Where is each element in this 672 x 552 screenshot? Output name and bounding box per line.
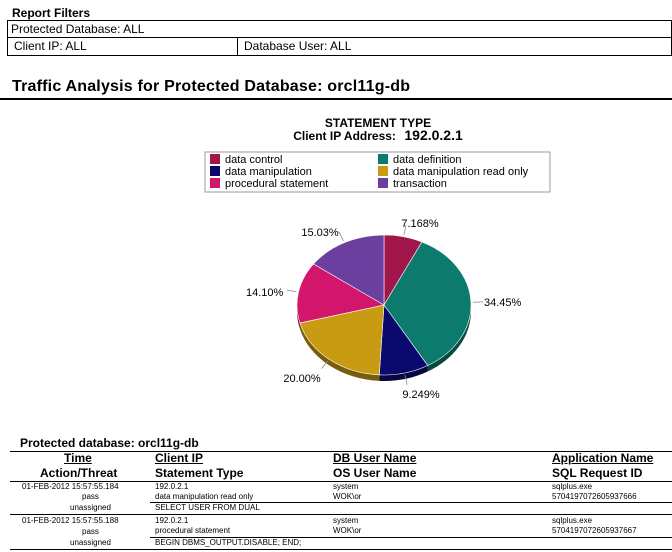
- legend-swatch-data-manipulation-read-only: [378, 166, 388, 176]
- chart-subtitle: Client IP Address: 192.0.2.1: [293, 127, 463, 144]
- header-sql-request-id: SQL Request ID: [552, 466, 643, 480]
- pie-slice-procedural-statement: [296, 263, 385, 324]
- pie-labels: 7.168% 34.45% 9.249% 20.00% 14.10% 15.03%: [246, 218, 522, 401]
- pie-label-procedural-statement: 14.10%: [246, 287, 284, 299]
- pie-rim-data-definition: [427, 305, 471, 372]
- legend-swatch-data-control: [210, 154, 220, 164]
- header-bottom-rule: [10, 481, 672, 482]
- pie-leader-transaction: [338, 231, 344, 242]
- pie-label-data-control: 7.168%: [401, 218, 439, 230]
- chart-subtitle-value: 192.0.2.1: [404, 127, 463, 143]
- row2-statement-type: procedural statement: [155, 526, 231, 535]
- pie-label-data-definition: 34.45%: [484, 297, 522, 309]
- report-filters-title: Report Filters: [12, 6, 91, 20]
- header-statement-type: Statement Type: [155, 466, 244, 480]
- filter-database-user: Database User: ALL: [237, 37, 672, 56]
- pie-label-data-manipulation: 9.249%: [402, 389, 440, 401]
- row2-bottom-rule: [10, 549, 672, 550]
- table-top-rule: [10, 451, 672, 452]
- row1-sql-rule: [150, 502, 672, 503]
- row2-sql: BEGIN DBMS_OUTPUT.DISABLE; END;: [155, 538, 302, 547]
- statement-type-pie-chart: STATEMENT TYPE Client IP Address: 192.0.…: [204, 116, 551, 401]
- chart-subtitle-label: Client IP Address:: [293, 129, 396, 143]
- header-time: Time: [64, 451, 92, 465]
- title-divider: [0, 98, 672, 100]
- filter-client-ip: Client IP: ALL: [7, 37, 238, 56]
- row2-threat: unassigned: [70, 538, 111, 547]
- row1-sql: SELECT USER FROM DUAL: [155, 503, 260, 512]
- legend-label-data-definition: data definition: [393, 154, 462, 166]
- row1-db-user: system: [333, 482, 359, 491]
- pie-slice-transaction: [313, 234, 385, 306]
- row1-statement-type: data manipulation read only: [155, 492, 254, 501]
- row2-sql-rule: [150, 537, 672, 538]
- row1-application: sqlplus.exe: [552, 482, 593, 491]
- row1-action: pass: [82, 492, 99, 501]
- pie-leader-procedural-statement: [286, 289, 297, 293]
- row1-request-id: 5704197072605937666: [552, 492, 637, 501]
- filter-protected-database: Protected Database: ALL: [7, 20, 672, 38]
- pie-leader-data-control: [403, 224, 407, 235]
- pie-rim-data-manipulation-read-only: [299, 322, 380, 381]
- row1-time: 01-FEB-2012 15:57:55.184: [22, 482, 119, 491]
- pie-label-transaction: 15.03%: [301, 227, 339, 239]
- row2-os-user: WOK\or: [333, 526, 362, 535]
- legend-label-procedural-statement: procedural statement: [225, 178, 328, 190]
- table-caption: Protected database: orcl11g-db: [20, 436, 199, 450]
- pie-slices: [296, 234, 472, 381]
- pie-leader-data-manipulation-read-only: [321, 360, 329, 369]
- header-action-threat: Action/Threat: [40, 466, 118, 480]
- legend-label-data-manipulation-read-only: data manipulation read only: [393, 166, 529, 178]
- legend-swatch-transaction: [378, 178, 388, 188]
- row2-time: 01-FEB-2012 15:57:55.188: [22, 516, 119, 525]
- legend-label-transaction: transaction: [393, 178, 447, 190]
- row1-threat: unassigned: [70, 503, 111, 512]
- row2-request-id: 5704197072605937667: [552, 526, 637, 535]
- row2-client-ip: 192.0.2.1: [155, 516, 189, 525]
- legend-label-data-control: data control: [225, 154, 282, 166]
- chart-title: STATEMENT TYPE: [325, 116, 431, 130]
- header-os-user-name: OS User Name: [333, 466, 417, 480]
- header-client-ip: Client IP: [155, 451, 204, 465]
- pie-leader-data-manipulation: [404, 374, 408, 385]
- legend-swatch-data-manipulation: [210, 166, 220, 176]
- pie-label-data-manipulation-read-only: 20.00%: [283, 373, 321, 385]
- legend-label-data-manipulation: data manipulation: [225, 166, 312, 178]
- pie-slice-data-manipulation-read-only: [299, 304, 385, 376]
- legend-swatch-data-definition: [378, 154, 388, 164]
- report-title: Traffic Analysis for Protected Database:…: [12, 78, 411, 95]
- row1-bottom-rule: [10, 514, 672, 515]
- row2-action: pass: [82, 527, 99, 536]
- row2-application: sqlplus.exe: [552, 516, 593, 525]
- pie-rim-procedural-statement: [297, 305, 300, 329]
- row1-os-user: WOK\or: [333, 492, 362, 501]
- header-application-name: Application Name: [552, 451, 654, 465]
- row2-db-user: system: [333, 516, 359, 525]
- legend-swatch-procedural-statement: [210, 178, 220, 188]
- row1-client-ip: 192.0.2.1: [155, 482, 189, 491]
- header-db-user-name: DB User Name: [333, 451, 417, 465]
